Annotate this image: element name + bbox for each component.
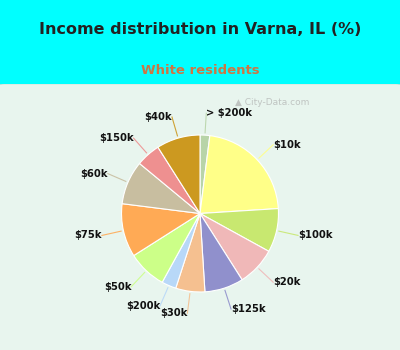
Wedge shape bbox=[162, 214, 200, 288]
Wedge shape bbox=[158, 135, 200, 214]
Text: $30k: $30k bbox=[160, 308, 188, 318]
Wedge shape bbox=[122, 163, 200, 214]
Text: $10k: $10k bbox=[273, 140, 301, 150]
Text: $125k: $125k bbox=[231, 304, 266, 314]
FancyBboxPatch shape bbox=[0, 84, 400, 350]
Text: $75k: $75k bbox=[74, 230, 102, 240]
Wedge shape bbox=[134, 214, 200, 282]
Text: $100k: $100k bbox=[298, 230, 332, 240]
Wedge shape bbox=[140, 147, 200, 214]
Text: $200k: $200k bbox=[126, 301, 160, 311]
Text: $150k: $150k bbox=[99, 133, 134, 143]
Text: Income distribution in Varna, IL (%): Income distribution in Varna, IL (%) bbox=[39, 22, 361, 37]
Text: $50k: $50k bbox=[104, 282, 131, 292]
Wedge shape bbox=[200, 214, 242, 292]
Wedge shape bbox=[122, 204, 200, 256]
Wedge shape bbox=[200, 136, 278, 214]
Text: $20k: $20k bbox=[273, 277, 301, 287]
Wedge shape bbox=[200, 214, 269, 280]
Wedge shape bbox=[200, 209, 278, 251]
Text: $40k: $40k bbox=[144, 112, 172, 122]
Wedge shape bbox=[176, 214, 205, 292]
Text: ▲ City-Data.com: ▲ City-Data.com bbox=[235, 98, 310, 107]
Wedge shape bbox=[200, 135, 210, 214]
Text: White residents: White residents bbox=[141, 64, 259, 77]
Text: > $200k: > $200k bbox=[206, 108, 252, 118]
Text: $60k: $60k bbox=[80, 169, 108, 178]
